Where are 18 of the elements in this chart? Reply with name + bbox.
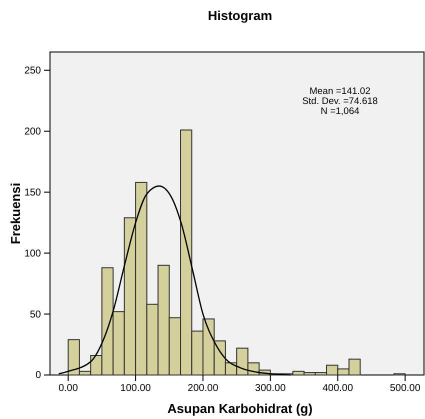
x-axis-title: Asupan Karbohidrat (g) [167,401,313,416]
chart-title: Histogram [208,8,272,23]
y-tick-label: 250 [24,65,42,76]
annotation: N =1,064 [320,106,360,117]
annotation: Std. Dev. =74.618 [302,96,378,107]
x-tick-label: 0.00 [58,383,78,394]
y-tick-label: 150 [24,187,42,198]
annotation: Mean =141.02 [309,86,371,97]
x-tick-label: 100.00 [120,383,152,394]
y-axis-title: Frekuensi [8,182,23,244]
y-tick-label: 200 [24,126,42,138]
x-tick-label: 200.00 [188,383,219,394]
x-tick-label: 300.00 [255,383,286,394]
x-tick-label: 500.00 [390,383,421,394]
y-tick-label: 50 [30,309,42,320]
y-tick-label: 0 [35,370,42,382]
x-tick-label: 400.00 [322,383,354,394]
y-tick-label: 100 [24,248,42,260]
